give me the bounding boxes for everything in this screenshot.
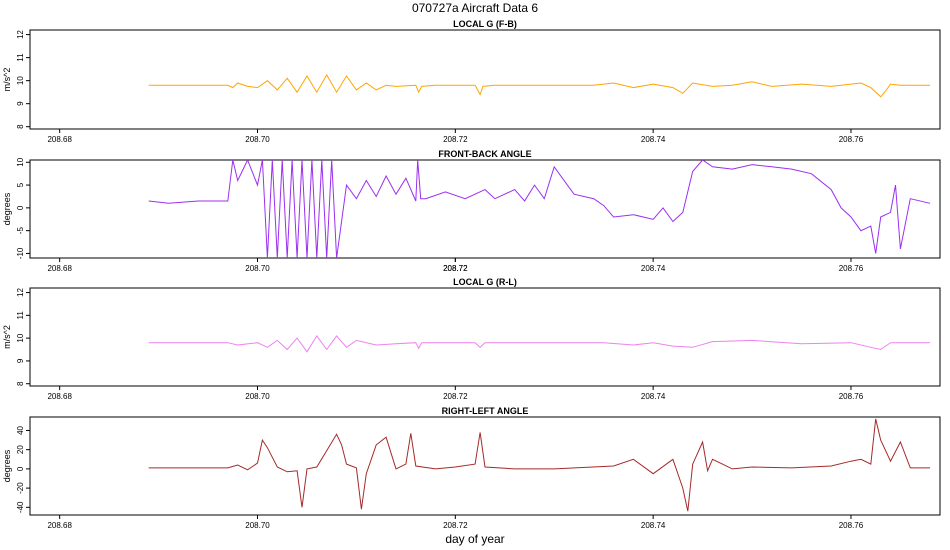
plot-frame: [29, 29, 941, 130]
plot-frame: [29, 159, 941, 259]
x-axis-label: day of year: [445, 532, 504, 546]
panel-title: LOCAL G (F-B): [453, 19, 517, 29]
x-tick-label: 208.68: [47, 521, 72, 530]
y-tick-label: 11: [16, 53, 25, 62]
y-tick-label: 10: [16, 76, 25, 85]
y-tick-label: 9: [16, 101, 25, 106]
y-tick-label: 9: [16, 358, 25, 363]
y-tick-label: 0: [16, 205, 25, 210]
x-tick-label: 208.74: [641, 135, 666, 144]
x-tick-label: 208.72: [443, 135, 468, 144]
x-tick-label: 208.68: [47, 392, 72, 401]
series-line: [148, 418, 931, 512]
panel-4: RIGHT-LEFT ANGLE degrees 208.68 208.70 208.7…: [2, 406, 941, 530]
x-tick-label: 208.74: [641, 264, 666, 273]
panel-title: LOCAL G (R-L): [453, 277, 517, 287]
x-tick-label: 208.72: [443, 264, 468, 273]
x-tick-label: 208.70: [245, 521, 270, 530]
y-axis-label: degrees: [2, 449, 12, 482]
plot-frame: [29, 416, 941, 516]
y-tick-label: 40: [16, 425, 25, 434]
figure-title: 070727a Aircraft Data 6: [412, 1, 538, 15]
y-axis-label: degrees: [2, 192, 12, 225]
x-tick-label: 208.70: [245, 392, 270, 401]
x-tick-label: 208.76: [839, 264, 864, 273]
y-tick-label: 10: [16, 333, 25, 342]
y-tick-label: -40: [16, 501, 25, 513]
x-tick-label: 208.76: [839, 135, 864, 144]
x-tick-label: 208.70: [245, 135, 270, 144]
y-axis-label: m/s^2: [2, 325, 12, 349]
x-tick-label: 208.68: [47, 264, 72, 273]
y-tick-label: 10: [16, 157, 25, 166]
series-line: [148, 160, 931, 258]
x-tick-label: 208.70: [245, 264, 270, 273]
series-line: [148, 335, 931, 353]
y-tick-label: 8: [16, 381, 25, 386]
y-tick-label: 11: [16, 311, 25, 320]
y-tick-label: -5: [16, 227, 25, 235]
panel-title: FRONT-BACK ANGLE: [438, 149, 531, 159]
y-tick-label: 8: [16, 124, 25, 129]
y-tick-label: 5: [16, 182, 25, 187]
y-tick-label: 12: [16, 288, 25, 297]
series-line: [148, 73, 931, 98]
y-tick-label: 20: [16, 445, 25, 454]
x-tick-label: 208.76: [839, 392, 864, 401]
y-tick-label: 0: [16, 466, 25, 471]
x-tick-label: 208.68: [47, 135, 72, 144]
panel-title: RIGHT-LEFT ANGLE: [442, 406, 529, 416]
panel-3: LOCAL G (R-L) m/s^2 208.68 208.70 208.72 208.…: [2, 277, 941, 401]
x-tick-label: 208.72: [443, 521, 468, 530]
x-tick-label: 208.72: [443, 264, 468, 273]
y-tick-label: -10: [16, 247, 25, 259]
x-tick-label: 208.72: [443, 392, 468, 401]
x-tick-label: 208.74: [641, 521, 666, 530]
x-tick-label: 208.76: [839, 521, 864, 530]
y-tick-label: -20: [16, 482, 25, 494]
y-axis-label: m/s^2: [2, 68, 12, 92]
panels: LOCAL G (F-B) m/s^2 208.68 208.70 208.72 208.…: [2, 19, 941, 530]
plot-frame: [29, 287, 941, 387]
panel-1: LOCAL G (F-B) m/s^2 208.68 208.70 208.72 208.…: [2, 19, 941, 144]
panel-2: FRONT-BACK ANGLE degrees 208.68 208.70 208.7…: [2, 149, 941, 273]
y-tick-label: 12: [16, 30, 25, 39]
x-tick-label: 208.74: [641, 392, 666, 401]
